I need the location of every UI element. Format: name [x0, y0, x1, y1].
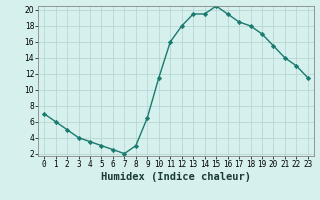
X-axis label: Humidex (Indice chaleur): Humidex (Indice chaleur) [101, 172, 251, 182]
